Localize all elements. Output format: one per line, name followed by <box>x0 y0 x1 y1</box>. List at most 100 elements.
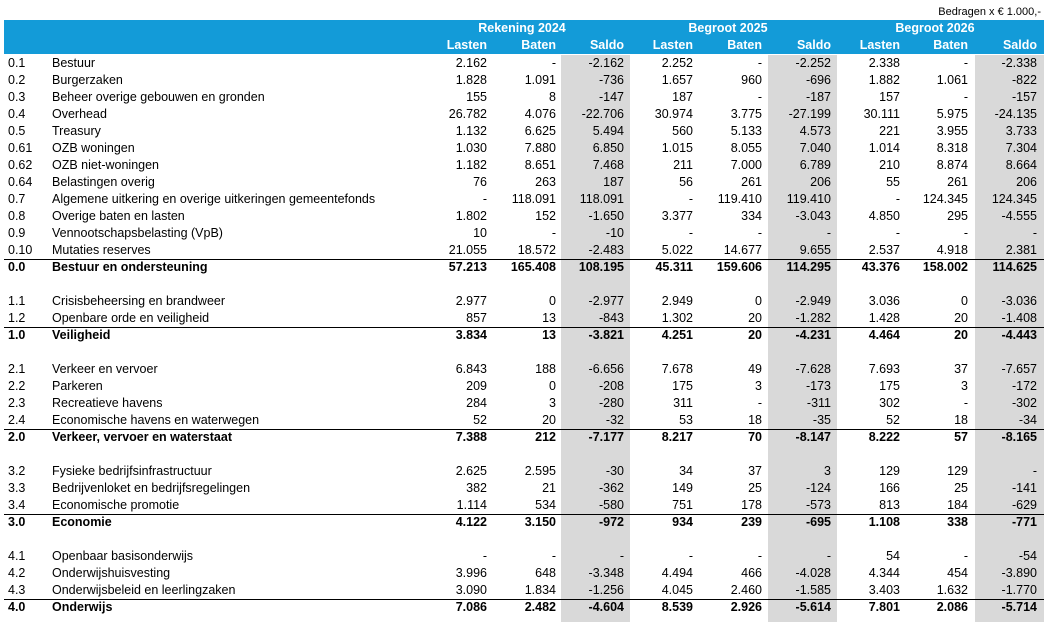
amount-cell: - <box>688 549 693 563</box>
amount-cell: 2.381 <box>1005 243 1037 257</box>
row-label: Veiligheid <box>52 328 111 342</box>
amount-cell: 7.304 <box>1005 141 1037 155</box>
amount-cell: 5.975 <box>936 107 968 121</box>
amount-cell: 3 <box>961 379 968 393</box>
row-code: 4.1 <box>8 549 26 563</box>
row-label: Vennootschapsbelasting (VpB) <box>52 226 223 240</box>
amount-cell: -30 <box>605 464 624 478</box>
amount-cell: 45.311 <box>655 260 693 274</box>
amount-cell: 0 <box>549 294 556 308</box>
amount-cell: -5.714 <box>1001 600 1037 614</box>
amount-cell: 187 <box>603 175 624 189</box>
amount-cell: 6.843 <box>455 362 487 376</box>
amount-cell: 152 <box>535 209 556 223</box>
amount-cell: 26.782 <box>448 107 487 121</box>
row-code: 0.3 <box>8 90 26 104</box>
amount-cell: 8.651 <box>524 158 556 172</box>
amount-cell: -173 <box>805 379 831 393</box>
amount-cell: 43.376 <box>861 260 900 274</box>
row-code: 0.7 <box>8 192 26 206</box>
amount-cell: -2.162 <box>588 56 624 70</box>
amount-cell: 3.996 <box>455 566 487 580</box>
amount-cell: 2.977 <box>455 294 487 308</box>
amount-cell: 56 <box>679 175 693 189</box>
amount-cell: 295 <box>947 209 968 223</box>
amount-cell: - <box>757 396 762 410</box>
amount-cell: 3.036 <box>868 294 900 308</box>
amount-cell: 212 <box>535 430 556 444</box>
amount-cell: 14.677 <box>723 243 762 257</box>
amount-cell: - <box>619 549 624 563</box>
amount-cell: - <box>482 549 487 563</box>
amount-cell: 2.252 <box>661 56 693 70</box>
row-label: Crisisbeheersing en brandweer <box>52 294 226 308</box>
row-code: 3.3 <box>8 481 26 495</box>
amount-cell: - <box>895 192 900 206</box>
amount-cell: 648 <box>535 566 556 580</box>
amount-cell: -280 <box>598 396 624 410</box>
amount-cell: -8.165 <box>1001 430 1037 444</box>
amount-cell: -1.770 <box>1001 583 1037 597</box>
amount-cell: 18.572 <box>517 243 556 257</box>
row-label: Onderwijs <box>52 600 113 614</box>
amount-cell: - <box>688 226 693 240</box>
amount-cell: 76 <box>473 175 487 189</box>
amount-cell: 175 <box>672 379 693 393</box>
amount-cell: 6.625 <box>524 124 556 138</box>
amount-cell: - <box>826 226 831 240</box>
amount-cell: -1.256 <box>588 583 624 597</box>
amount-cell: 2.086 <box>936 600 968 614</box>
row-label: Mutaties reserves <box>52 243 151 257</box>
amount-cell: 37 <box>954 362 968 376</box>
amount-cell: - <box>826 549 831 563</box>
column-header: Saldo <box>1002 38 1037 52</box>
saldo-shade <box>975 55 1044 622</box>
amount-cell: 454 <box>947 566 968 580</box>
amount-cell: 7.880 <box>524 141 556 155</box>
column-header: Baten <box>727 38 762 52</box>
row-code: 1.2 <box>8 311 26 325</box>
row-code: 1.0 <box>8 328 26 342</box>
amount-cell: 0 <box>755 294 762 308</box>
amount-cell: -147 <box>598 90 624 104</box>
amount-cell: 165.408 <box>510 260 556 274</box>
row-code: 0.2 <box>8 73 26 87</box>
row-label: Bedrijvenloket en bedrijfsregelingen <box>52 481 251 495</box>
amount-cell: 211 <box>673 158 693 172</box>
amount-cell: 2.625 <box>455 464 487 478</box>
amount-cell: - <box>1032 226 1037 240</box>
amount-cell: 129 <box>947 464 968 478</box>
amount-cell: 3.150 <box>524 515 556 529</box>
amount-cell: -1.585 <box>795 583 831 597</box>
row-code: 2.4 <box>8 413 26 427</box>
amount-cell: 960 <box>741 73 762 87</box>
amount-cell: -3.348 <box>588 566 624 580</box>
amount-cell: 34 <box>679 464 693 478</box>
amount-cell: - <box>1032 464 1037 478</box>
row-code: 3.4 <box>8 498 26 512</box>
amount-cell: 124.345 <box>991 192 1037 206</box>
amount-cell: 3 <box>824 464 831 478</box>
total-rule <box>4 327 1044 328</box>
amount-cell: 1.182 <box>455 158 487 172</box>
amount-cell: -771 <box>1011 515 1037 529</box>
amount-cell: -7.177 <box>588 430 624 444</box>
amount-cell: -27.199 <box>788 107 831 121</box>
amount-cell: -24.135 <box>994 107 1037 121</box>
total-rule <box>4 599 1044 600</box>
amount-cell: 119.410 <box>786 192 831 206</box>
amount-cell: - <box>688 192 693 206</box>
amount-cell: 20 <box>954 328 968 342</box>
amount-cell: 221 <box>879 124 900 138</box>
amount-cell: -6.656 <box>588 362 624 376</box>
amount-cell: 1.091 <box>524 73 556 87</box>
amount-cell: 239 <box>741 515 762 529</box>
amount-cell: 1.061 <box>936 73 968 87</box>
amount-cell: 4.464 <box>868 328 900 342</box>
amount-cell: 184 <box>947 498 968 512</box>
amount-cell: -2.977 <box>588 294 624 308</box>
row-label: Economische promotie <box>52 498 180 512</box>
row-code: 0.62 <box>8 158 33 172</box>
amount-cell: 7.801 <box>868 600 900 614</box>
row-label: Openbare orde en veiligheid <box>52 311 210 325</box>
